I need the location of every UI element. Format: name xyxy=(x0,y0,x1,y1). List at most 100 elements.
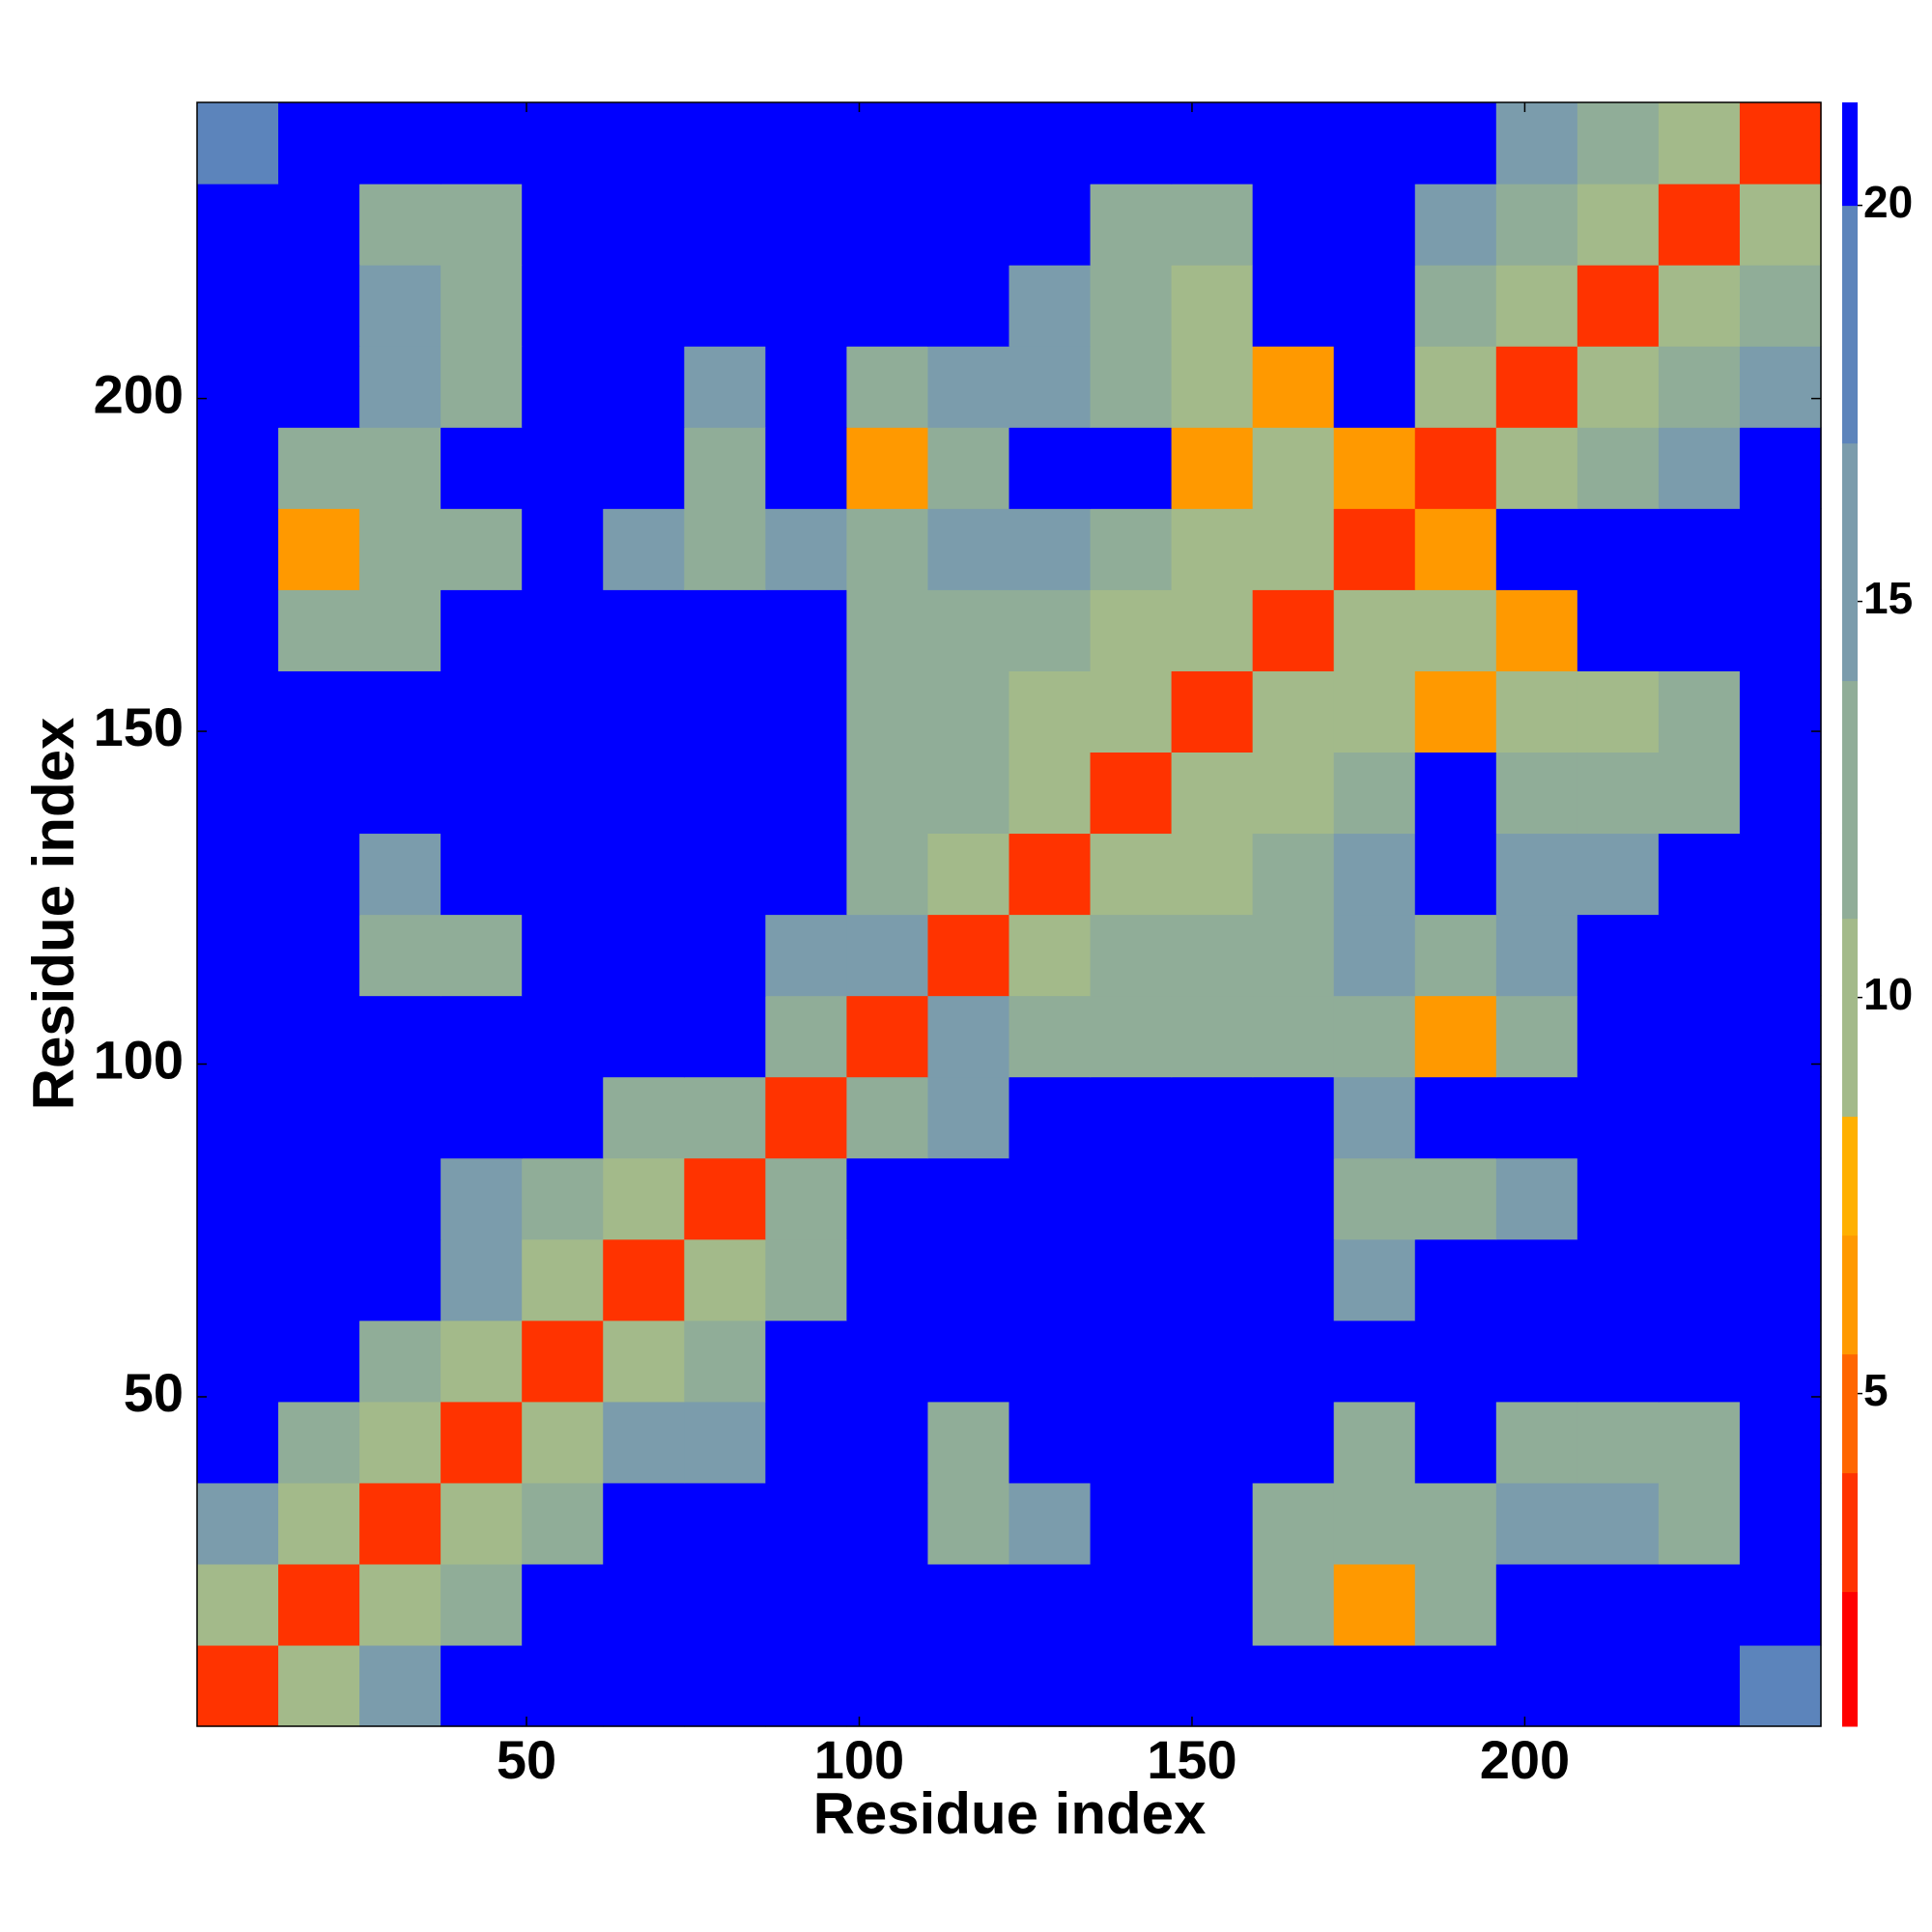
heatmap-cell xyxy=(765,752,847,835)
heatmap-cell xyxy=(1333,1076,1416,1159)
heatmap-cell xyxy=(1658,346,1741,428)
heatmap-cell xyxy=(1658,1320,1741,1403)
heatmap-cell xyxy=(1252,589,1335,671)
heatmap-cell xyxy=(197,1482,279,1565)
heatmap-cell xyxy=(197,1076,279,1159)
heatmap-cell xyxy=(1090,914,1173,997)
colorbar-band xyxy=(1842,442,1858,682)
heatmap-cell xyxy=(1171,184,1254,266)
heatmap-cell xyxy=(846,1157,929,1240)
heatmap-cell xyxy=(603,427,685,509)
heatmap-cell xyxy=(1577,1482,1660,1565)
heatmap-cell xyxy=(1252,427,1335,509)
heatmap-cell xyxy=(1414,346,1497,428)
heatmap-cell xyxy=(1739,346,1822,428)
heatmap-cell xyxy=(1090,1401,1173,1484)
heatmap-cell xyxy=(765,1401,847,1484)
heatmap-cell xyxy=(1333,833,1416,916)
heatmap-cell xyxy=(1252,102,1335,185)
heatmap-cell xyxy=(1171,1238,1254,1321)
heatmap-cell xyxy=(846,1644,929,1727)
heatmap-cell xyxy=(1009,508,1092,590)
heatmap-cell xyxy=(440,1644,523,1727)
heatmap-cell xyxy=(1090,346,1173,428)
heatmap-cell xyxy=(1333,1238,1416,1321)
heatmap-cell xyxy=(927,508,1010,590)
heatmap-cell xyxy=(1009,589,1092,671)
heatmap-cell xyxy=(1009,427,1092,509)
heatmap-cell xyxy=(684,102,766,185)
heatmap-cell xyxy=(359,184,441,266)
colorbar-band xyxy=(1842,205,1858,444)
colorbar-tick-label: 20 xyxy=(1863,177,1913,227)
heatmap-cell xyxy=(359,914,441,997)
heatmap-cell xyxy=(1252,1401,1335,1484)
heatmap-cell xyxy=(278,1238,360,1321)
heatmap-cell xyxy=(1009,1482,1092,1565)
heatmap-cell xyxy=(927,914,1010,997)
heatmap-cell xyxy=(1495,508,1578,590)
heatmap-cell xyxy=(1577,1076,1660,1159)
heatmap-cell xyxy=(765,833,847,916)
heatmap-cell xyxy=(1171,1401,1254,1484)
heatmap-cell xyxy=(765,1238,847,1321)
heatmap-cell xyxy=(765,1076,847,1159)
heatmap-cell xyxy=(927,1644,1010,1727)
heatmap-cell xyxy=(765,184,847,266)
x-axis-title: Residue index xyxy=(813,1781,1207,1846)
y-tick-label: 200 xyxy=(94,363,184,424)
heatmap-cell xyxy=(1333,184,1416,266)
heatmap-cell xyxy=(1009,670,1092,753)
heatmap-cell xyxy=(1495,1076,1578,1159)
heatmap-cell xyxy=(1009,1076,1092,1159)
heatmap-cell xyxy=(684,833,766,916)
heatmap-cell xyxy=(1495,833,1578,916)
heatmap-cell xyxy=(1414,995,1497,1078)
heatmap-cell xyxy=(522,508,604,590)
heatmap-cell xyxy=(1414,752,1497,835)
heatmap-cell xyxy=(1090,1563,1173,1646)
heatmap-cell xyxy=(1090,589,1173,671)
heatmap-cell xyxy=(278,914,360,997)
y-tick-label: 150 xyxy=(94,696,184,757)
heatmap-cell xyxy=(1577,102,1660,185)
heatmap-cells xyxy=(197,102,1822,1727)
heatmap-cell xyxy=(927,1076,1010,1159)
heatmap-cell xyxy=(1577,1401,1660,1484)
heatmap-cell xyxy=(1658,833,1741,916)
heatmap-cell xyxy=(603,1238,685,1321)
heatmap-cell xyxy=(927,1563,1010,1646)
heatmap-cell xyxy=(1577,184,1660,266)
heatmap-cell xyxy=(197,427,279,509)
heatmap-cell xyxy=(927,184,1010,266)
heatmap-cell xyxy=(1333,508,1416,590)
heatmap-cell xyxy=(1495,1401,1578,1484)
heatmap-cell xyxy=(1414,1563,1497,1646)
heatmap-cell xyxy=(846,102,929,185)
colorbar-band xyxy=(1842,1353,1858,1474)
heatmap-cell xyxy=(278,833,360,916)
heatmap-cell xyxy=(1414,1157,1497,1240)
heatmap-cell xyxy=(1009,1401,1092,1484)
heatmap-cell xyxy=(522,833,604,916)
heatmap-cell xyxy=(1739,1563,1822,1646)
heatmap-cell xyxy=(197,995,279,1078)
heatmap-cell xyxy=(1090,1076,1173,1159)
heatmap-cell xyxy=(1252,1076,1335,1159)
heatmap-cell xyxy=(846,670,929,753)
heatmap-cell xyxy=(197,346,279,428)
heatmap-cell xyxy=(1009,1238,1092,1321)
heatmap-cell xyxy=(1009,1644,1092,1727)
heatmap-cell xyxy=(1739,914,1822,997)
heatmap-cell xyxy=(1090,184,1173,266)
heatmap-cell xyxy=(1252,265,1335,347)
x-tick-label: 100 xyxy=(814,1729,904,1790)
y-tick-label: 100 xyxy=(94,1029,184,1090)
y-axis-title: Residue index xyxy=(21,718,86,1111)
heatmap-cell xyxy=(440,427,523,509)
heatmap-cell xyxy=(522,1238,604,1321)
heatmap-cell xyxy=(1009,752,1092,835)
heatmap-cell xyxy=(278,1157,360,1240)
heatmap-cell xyxy=(197,1644,279,1727)
heatmap-cell xyxy=(927,995,1010,1078)
